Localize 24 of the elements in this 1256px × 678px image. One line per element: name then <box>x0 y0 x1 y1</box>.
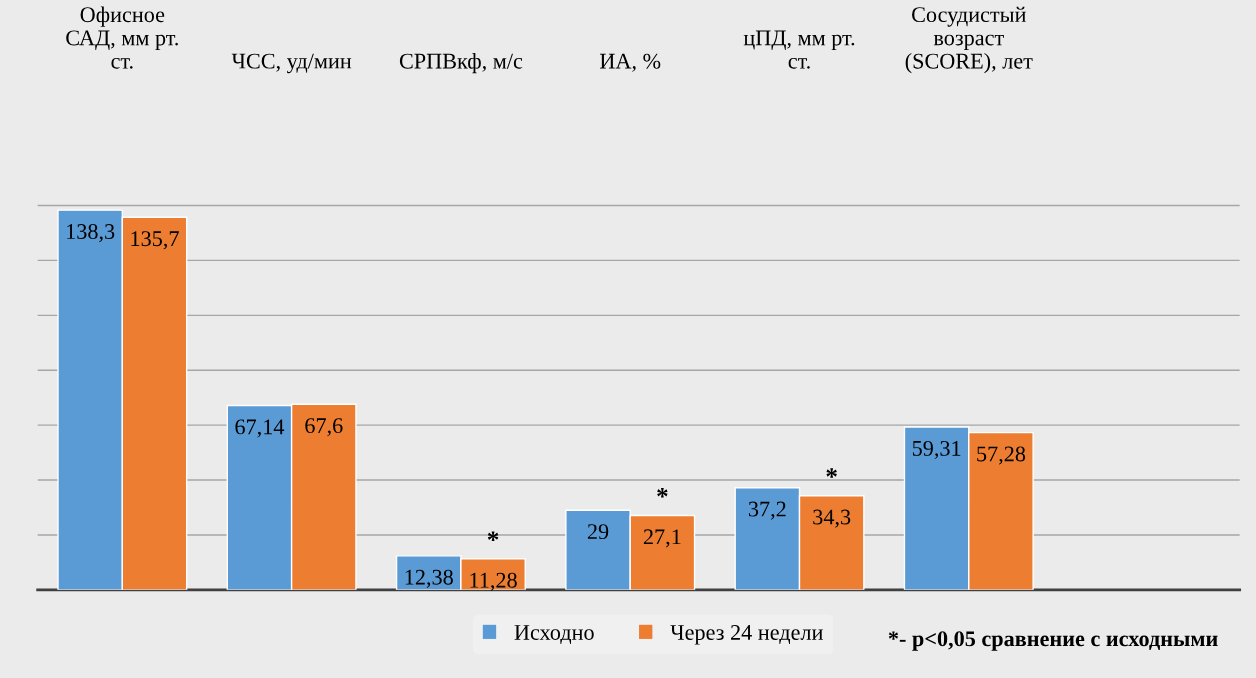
data-label: 135,7 <box>131 231 179 250</box>
x-tick-label: Офисное САД, мм рт. ст. <box>66 6 178 69</box>
annotation: * <box>657 488 668 498</box>
legend-label: Через 24 недели <box>670 624 823 645</box>
data-label: 67,6 <box>305 418 343 437</box>
x-tick-label: СРПВкф, м/с <box>399 52 523 74</box>
data-label: 138,3 <box>67 224 115 243</box>
text: *- р<0,05 сравнение с исходными <box>888 631 1218 651</box>
x-tick-label: ЧСС, уд/мин <box>231 53 352 74</box>
data-label: 59,31 <box>912 440 961 460</box>
data-label: 11,28 <box>470 572 517 591</box>
legend-label: Исходно <box>514 625 594 645</box>
annotation: * <box>826 468 837 478</box>
data-label: 34,3 <box>813 509 851 528</box>
annotation: * <box>487 531 499 541</box>
x-tick-label: ИА, % <box>599 53 661 72</box>
data-label: 27,1 <box>643 529 681 548</box>
data-label: 57,28 <box>977 446 1026 465</box>
data-label: 37,2 <box>748 501 786 520</box>
x-tick-label: Сосудистый возраст (SCORE), лет <box>905 6 1033 74</box>
data-label: 29 <box>587 524 609 540</box>
data-label: 12,38 <box>405 569 453 588</box>
data-label: 67,14 <box>235 419 285 438</box>
x-tick-label: цПД, мм рт. ст. <box>743 30 855 69</box>
